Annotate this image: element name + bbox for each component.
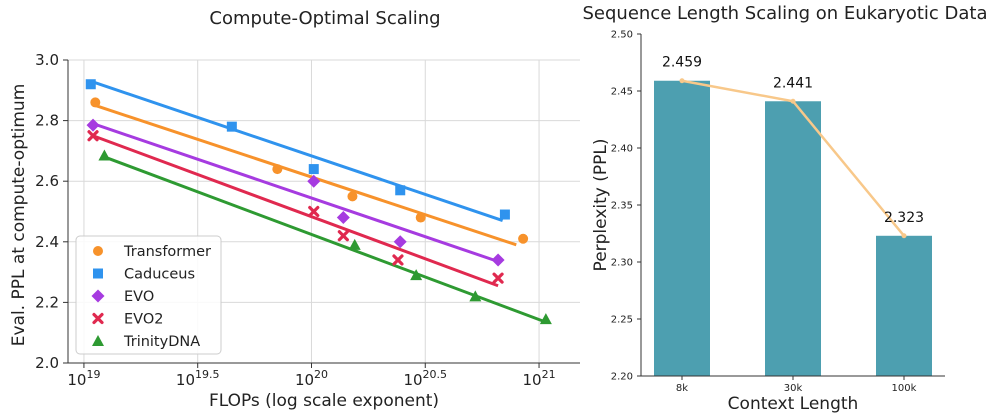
point-caduceus — [395, 185, 406, 196]
sequence-y-label: Perplexity (PPL) — [591, 139, 611, 272]
x-tick-label: 1020 — [295, 368, 328, 389]
bar-8k — [654, 80, 710, 377]
sequence-value-labels: 2.459 2.441 2.323 — [662, 55, 924, 226]
x-tick-label: 1019.5 — [176, 368, 220, 389]
point-transformer — [415, 212, 426, 223]
point-trinitydna — [98, 149, 111, 161]
sequence-chart: Sequence Length Scaling on Eukaryotic Da… — [582, 3, 987, 414]
y-tick-label: 2.30 — [611, 258, 633, 269]
legend-marker-transformer — [93, 246, 103, 256]
value-label-30k: 2.441 — [773, 75, 813, 91]
y-tick-label: 2.0 — [35, 354, 59, 372]
x-tick-label: 30k — [784, 383, 803, 394]
point-evo — [307, 174, 321, 188]
point-caduceus — [499, 209, 510, 220]
y-tick-label: 2.4 — [35, 233, 59, 251]
point-transformer — [347, 191, 358, 202]
point-evo — [393, 235, 407, 249]
y-tick-label: 2.45 — [611, 87, 633, 98]
sequence-x-label: Context Length — [728, 394, 859, 414]
sequence-bars — [654, 80, 932, 377]
bar-30k — [765, 101, 821, 376]
y-tick-label: 2.20 — [611, 372, 633, 383]
point-trinitydna — [348, 238, 361, 250]
point-evo2 — [308, 205, 320, 218]
x-tick-label: 8k — [676, 383, 688, 394]
value-label-100k: 2.323 — [884, 210, 924, 226]
point-evo2 — [392, 254, 404, 266]
legend-label-transformer: Transformer — [123, 244, 211, 260]
legend-label-evo: EVO — [124, 289, 154, 305]
y-tick-label: 2.35 — [611, 201, 633, 212]
y-tick-label: 2.8 — [35, 112, 59, 130]
point-trinitydna — [469, 290, 482, 302]
fit-line-evo — [92, 122, 499, 263]
trend-point-100k — [901, 233, 907, 239]
point-evo — [86, 118, 100, 132]
scaling-chart: Compute-Optimal Scaling 1019 1019.5 1020 10… — [9, 8, 580, 411]
trend-point-8k — [679, 78, 685, 84]
point-transformer — [272, 164, 283, 175]
sequence-y-ticks: 2.20 2.25 2.30 2.35 2.40 2.45 2.50 — [611, 30, 641, 383]
sequence-chart-title: Sequence Length Scaling on Eukaryotic Da… — [582, 3, 987, 24]
y-tick-label: 2.25 — [611, 315, 633, 326]
scaling-x-label: FLOPs (log scale exponent) — [209, 391, 439, 411]
legend-label-evo2: EVO2 — [124, 312, 163, 328]
x-tick-label: 100k — [892, 383, 917, 394]
scaling-legend: Transformer Caduceus EVO EVO2 TrinityDNA — [75, 235, 222, 355]
fit-line-evo2 — [92, 134, 499, 288]
value-label-8k: 2.459 — [662, 55, 702, 71]
point-caduceus — [226, 121, 237, 132]
point-trinitydna — [539, 313, 552, 325]
y-tick-label: 2.40 — [611, 144, 633, 155]
point-evo2 — [492, 272, 504, 284]
point-evo — [336, 211, 350, 225]
sequence-x-ticks: 8k 30k 100k — [676, 376, 917, 394]
scaling-y-ticks: 2.0 2.2 2.4 2.6 2.8 3.0 — [35, 51, 68, 372]
scaling-points — [85, 79, 552, 325]
x-tick-label: 1021 — [522, 368, 555, 389]
trend-point-30k — [790, 98, 796, 104]
x-tick-label: 1020.5 — [403, 368, 447, 389]
legend-marker-evo — [91, 289, 105, 303]
point-transformer — [518, 233, 529, 244]
point-transformer — [90, 97, 101, 108]
sequence-trend-line — [679, 78, 907, 239]
bar-100k — [876, 235, 932, 376]
y-tick-label: 3.0 — [35, 51, 59, 69]
point-trinitydna — [410, 269, 423, 281]
scaling-y-label: Eval. PPL at compute-optimum — [9, 84, 29, 347]
scaling-x-ticks: 1019 1019.5 1020 1020.5 1021 — [67, 363, 556, 389]
fit-line-transformer — [94, 104, 517, 247]
fit-line-caduceus — [90, 79, 504, 223]
point-caduceus — [85, 79, 96, 90]
point-evo2 — [337, 230, 349, 242]
y-tick-label: 2.50 — [611, 30, 633, 41]
legend-marker-trinitydna — [92, 335, 104, 346]
x-tick-label: 1019 — [67, 368, 100, 389]
point-evo2 — [87, 130, 99, 142]
fit-line-trinitydna — [103, 155, 547, 324]
legend-label-trinitydna: TrinityDNA — [123, 334, 200, 350]
scaling-fit-lines — [90, 79, 547, 324]
y-tick-label: 2.2 — [35, 293, 59, 311]
point-caduceus — [308, 164, 319, 175]
legend-box — [75, 235, 222, 355]
legend-label-caduceus: Caduceus — [124, 267, 195, 283]
legend-marker-caduceus — [93, 268, 103, 279]
scaling-chart-title: Compute-Optimal Scaling — [209, 8, 440, 29]
legend-marker-evo2 — [92, 312, 104, 325]
y-tick-label: 2.6 — [35, 172, 59, 190]
point-evo — [491, 253, 505, 267]
